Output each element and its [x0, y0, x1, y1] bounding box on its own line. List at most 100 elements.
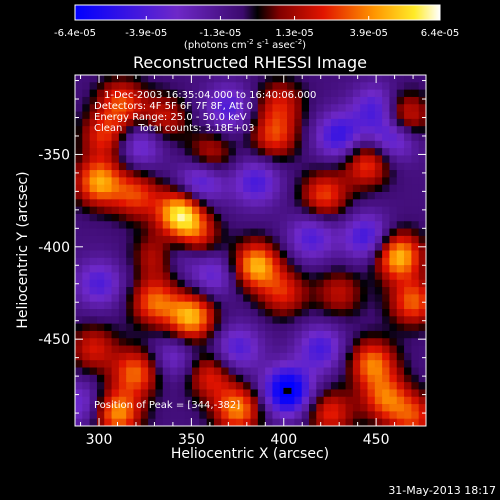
heatmap-cell [257, 170, 266, 178]
heatmap-cell [177, 374, 186, 383]
heatmap-cell [89, 243, 98, 251]
heatmap-cell [382, 352, 390, 361]
heatmap-cell [279, 250, 288, 259]
heatmap-cell [367, 404, 376, 412]
heatmap-cell [184, 155, 193, 164]
heatmap-cell [360, 148, 368, 156]
heatmap-cell [235, 170, 244, 178]
heatmap-cell [140, 257, 149, 266]
heatmap-cell [345, 272, 354, 281]
heatmap-cell [367, 338, 376, 346]
heatmap-cell [287, 330, 295, 339]
heatmap-cell [148, 221, 156, 229]
heatmap-cell [396, 148, 405, 156]
heatmap-cell [418, 199, 426, 208]
heatmap-cell [126, 367, 134, 376]
heatmap-cell [294, 104, 303, 112]
heatmap-cell [155, 338, 164, 346]
heatmap-cell [352, 367, 361, 376]
heatmap-cell [192, 206, 200, 215]
heatmap-cell [374, 192, 383, 200]
heatmap-cell [367, 389, 376, 398]
heatmap-cell [155, 374, 164, 383]
heatmap-cell [243, 301, 251, 310]
heatmap-cell [126, 140, 134, 149]
heatmap-cell [250, 162, 259, 171]
heatmap-cell [133, 243, 142, 251]
heatmap-cell [192, 301, 200, 310]
heatmap-cell [243, 404, 251, 412]
heatmap-cell [184, 228, 193, 237]
heatmap-cell [148, 206, 156, 215]
heatmap-cell [404, 330, 412, 339]
heatmap-cell [155, 411, 164, 420]
heatmap-cell [82, 170, 91, 178]
heatmap-cell [418, 213, 426, 222]
heatmap-cell [279, 396, 288, 405]
heatmap-cell [404, 418, 412, 426]
heatmap-cell [192, 323, 200, 332]
heatmap-cell [294, 96, 303, 105]
heatmap-cell [235, 250, 244, 259]
heatmap-cell [170, 155, 178, 164]
heatmap-cell [221, 374, 229, 383]
heatmap-cell [177, 155, 186, 164]
heatmap-cell [155, 382, 164, 390]
heatmap-cell [118, 96, 127, 105]
heatmap-cell [184, 75, 193, 83]
heatmap-cell [228, 155, 237, 164]
heatmap-cell [257, 192, 266, 200]
heatmap-cell [411, 279, 420, 288]
heatmap-cell [374, 177, 383, 186]
heatmap-cell [177, 118, 186, 127]
heatmap-cell [294, 75, 303, 83]
colorbar-tick-label: -3.9e-05 [125, 28, 167, 39]
heatmap-cell [411, 360, 420, 368]
heatmap-cell [396, 199, 405, 208]
heatmap-cell [177, 338, 186, 346]
heatmap-cell [148, 96, 156, 105]
heatmap-cell [389, 140, 398, 149]
heatmap-cell [250, 279, 259, 288]
heatmap-cell [162, 404, 171, 412]
heatmap-cell [272, 301, 281, 310]
heatmap-cell [389, 177, 398, 186]
heatmap-cell [250, 213, 259, 222]
heatmap-cell [213, 104, 222, 112]
heatmap-cell [411, 301, 420, 310]
heatmap-cell [206, 221, 215, 229]
heatmap-cell [272, 162, 281, 171]
heatmap-cell [184, 257, 193, 266]
heatmap-cell [199, 148, 208, 156]
heatmap-cell [330, 140, 339, 149]
heatmap-cell [213, 309, 222, 317]
heatmap-cell [148, 75, 156, 83]
heatmap-cell [235, 294, 244, 303]
heatmap-cell [309, 382, 317, 390]
heatmap-cell [192, 367, 200, 376]
heatmap-cell [352, 418, 361, 426]
heatmap-cell [404, 287, 412, 295]
heatmap-cell [118, 235, 127, 244]
heatmap-cell [162, 287, 171, 295]
heatmap-cell [89, 75, 98, 83]
heatmap-cell [265, 345, 273, 354]
heatmap-cell [133, 279, 142, 288]
heatmap-cell [374, 89, 383, 98]
heatmap-cell [345, 367, 354, 376]
heatmap-cell [367, 374, 376, 383]
heatmap-cell [316, 82, 325, 91]
heatmap-cell [148, 374, 156, 383]
heatmap-cell [199, 265, 208, 273]
heatmap-cell [162, 301, 171, 310]
heatmap-cell [316, 192, 325, 200]
heatmap-cell [250, 192, 259, 200]
heatmap-cell [301, 272, 310, 281]
heatmap-cell [374, 104, 383, 112]
colorbar-tick-label: -6.4e-05 [54, 28, 96, 39]
heatmap-cell [118, 111, 127, 120]
heatmap-cell [352, 184, 361, 193]
heatmap-cell [228, 382, 237, 390]
heatmap-cell [360, 235, 368, 244]
heatmap-cell [404, 213, 412, 222]
